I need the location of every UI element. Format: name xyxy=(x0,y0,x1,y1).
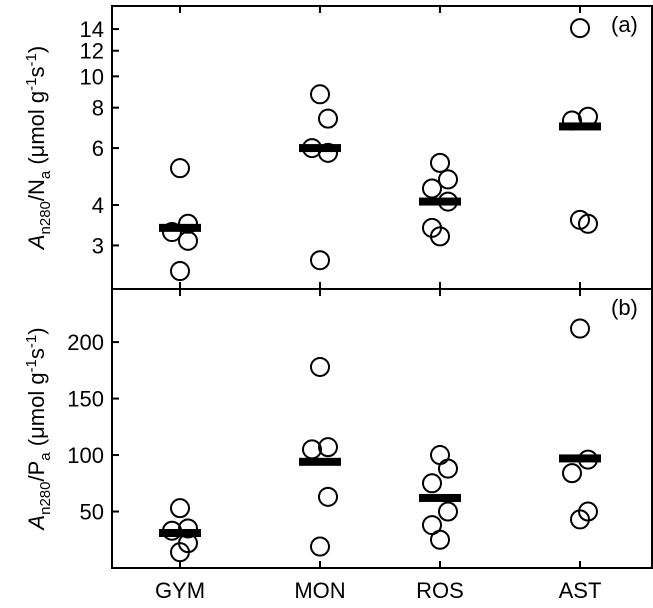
data-point xyxy=(318,108,338,129)
data-point xyxy=(430,226,450,247)
y-axis-label-part: a xyxy=(37,170,54,179)
y-axis-label-part: (μmol g xyxy=(24,91,49,171)
mean-bar xyxy=(559,122,601,131)
y-axis-label-part: -1 xyxy=(23,78,40,91)
y-axis-label-part: -1 xyxy=(23,335,40,348)
y-axis-label-part: ) xyxy=(24,327,49,334)
data-point xyxy=(438,169,458,190)
plot-frame xyxy=(111,5,653,290)
y-axis-label-part: /P xyxy=(24,461,49,482)
x-category-label: MON xyxy=(294,578,345,603)
y-tick-label: 14 xyxy=(80,17,104,42)
y-tick-label: 200 xyxy=(67,330,104,355)
data-point xyxy=(170,158,190,179)
y-axis-label: An280/Pa (μmol g-1s-1) xyxy=(23,327,54,531)
data-point xyxy=(570,209,590,230)
data-point xyxy=(170,261,190,282)
data-point xyxy=(570,18,590,39)
data-point xyxy=(430,529,450,550)
data-point xyxy=(430,445,450,466)
data-point xyxy=(318,437,338,458)
y-axis-label-part: s xyxy=(24,348,49,359)
data-point xyxy=(310,536,330,557)
x-category-label: AST xyxy=(559,578,602,603)
y-axis-label-part: a xyxy=(37,452,54,461)
y-axis-label-part: ) xyxy=(24,46,49,53)
y-tick-label: 4 xyxy=(92,193,104,218)
x-axis: GYM MON ROS AST xyxy=(155,578,601,603)
mean-bar xyxy=(159,223,201,232)
data-point xyxy=(570,509,590,530)
y-tick-label: 100 xyxy=(67,443,104,468)
y-axis-label-part: -1 xyxy=(23,53,40,66)
y-tick-label: 3 xyxy=(92,233,104,258)
data-point xyxy=(438,501,458,522)
data-point xyxy=(430,152,450,173)
data-point xyxy=(570,318,590,339)
y-axis-label-part: n280 xyxy=(37,482,54,515)
mean-bar xyxy=(419,493,461,502)
y-axis-label-part: A xyxy=(24,234,49,251)
mean-bar xyxy=(299,144,341,153)
data-point xyxy=(170,542,190,563)
y-tick-label: 50 xyxy=(80,500,104,525)
data-point xyxy=(422,473,442,494)
data-point xyxy=(318,486,338,507)
y-axis-label-part: /N xyxy=(24,179,49,201)
plot-frame xyxy=(111,288,653,569)
data-point xyxy=(310,250,330,271)
y-tick-label: 6 xyxy=(92,136,104,161)
y-tick-label: 8 xyxy=(92,96,104,121)
mean-bar xyxy=(299,457,341,466)
data-point xyxy=(178,518,198,539)
y-axis-label: An280/Na (μmol g-1s-1) xyxy=(23,46,54,251)
y-axis-label-part: (μmol g xyxy=(24,372,49,452)
data-point xyxy=(438,458,458,479)
data-point xyxy=(170,498,190,519)
y-tick-label: 10 xyxy=(80,64,104,89)
data-point xyxy=(310,356,330,377)
y-axis-label-part: n280 xyxy=(37,201,54,234)
data-point xyxy=(310,84,330,105)
panel-label: (b) xyxy=(611,295,638,320)
mean-bar xyxy=(559,454,601,463)
data-point xyxy=(422,178,442,199)
y-tick-label: 150 xyxy=(67,387,104,412)
x-category-label: GYM xyxy=(155,578,205,603)
data-point xyxy=(562,463,582,484)
panel-label: (a) xyxy=(611,12,638,37)
data-point xyxy=(318,142,338,163)
y-axis-label-part: A xyxy=(24,515,49,532)
y-tick-label: 12 xyxy=(80,39,104,64)
mean-bar xyxy=(419,197,461,206)
y-axis-label-part: s xyxy=(24,67,49,78)
x-category-label: ROS xyxy=(416,578,464,603)
data-point xyxy=(162,222,182,243)
mean-bar xyxy=(159,528,201,537)
data-point xyxy=(178,230,198,251)
y-axis-label-part: -1 xyxy=(23,359,40,372)
